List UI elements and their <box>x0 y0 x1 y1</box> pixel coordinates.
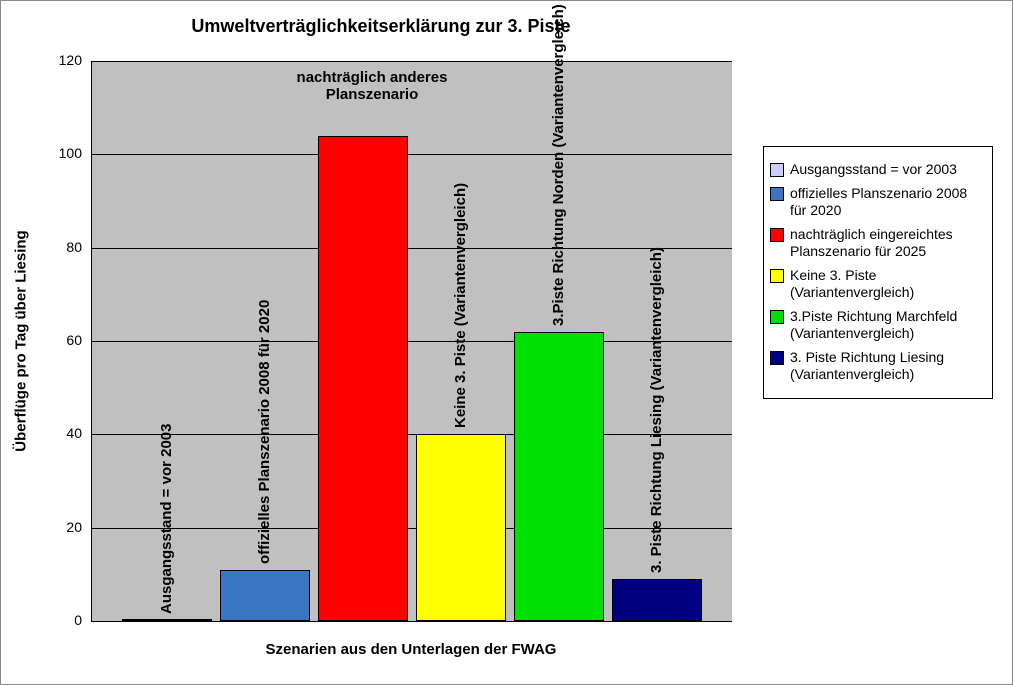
bar <box>416 434 506 621</box>
gridline <box>92 61 732 62</box>
bar-label: Ausgangsstand = vor 2003 <box>158 424 175 615</box>
ytick-label: 20 <box>42 519 82 535</box>
bar-label: 3.Piste Richtung Norden (Variantenvergle… <box>550 4 567 326</box>
legend-swatch <box>770 351 784 365</box>
legend-swatch <box>770 163 784 177</box>
legend-item: 3. Piste Richtung Liesing (Variantenverg… <box>770 349 986 384</box>
legend-item: offizielles Planszenario 2008 für 2020 <box>770 185 986 220</box>
legend-swatch <box>770 228 784 242</box>
legend-item: Ausgangsstand = vor 2003 <box>770 161 986 179</box>
ytick-label: 60 <box>42 332 82 348</box>
y-axis-label: Überflüge pro Tag über Liesing <box>13 230 30 451</box>
legend-label: offizielles Planszenario 2008 für 2020 <box>790 185 986 220</box>
legend-item: nachträglich eingereichtes Planszenario … <box>770 226 986 261</box>
bar <box>318 136 408 621</box>
gridline <box>92 341 732 342</box>
chart-title: Umweltverträglichkeitserklärung zur 3. P… <box>1 16 761 37</box>
legend-swatch <box>770 310 784 324</box>
legend: Ausgangsstand = vor 2003 offizielles Plan… <box>763 146 993 399</box>
annotation-line1: nachträglich anderes <box>242 69 502 86</box>
legend-swatch <box>770 187 784 201</box>
legend-item: 3.Piste Richtung Marchfeld (Variantenver… <box>770 308 986 343</box>
bar <box>612 579 702 621</box>
ytick-label: 120 <box>42 52 82 68</box>
ytick-label: 0 <box>42 612 82 628</box>
legend-label: 3.Piste Richtung Marchfeld (Variantenver… <box>790 308 986 343</box>
bar-label: 3. Piste Richtung Liesing (Variantenverg… <box>648 247 665 573</box>
gridline <box>92 248 732 249</box>
ytick-label: 40 <box>42 425 82 441</box>
legend-label: Ausgangsstand = vor 2003 <box>790 161 957 179</box>
annotation-line2: Planszenario <box>242 86 502 103</box>
legend-item: Keine 3. Piste (Variantenvergleich) <box>770 267 986 302</box>
bar <box>220 570 310 621</box>
gridline <box>92 528 732 529</box>
gridline <box>92 154 732 155</box>
legend-label: nachträglich eingereichtes Planszenario … <box>790 226 986 261</box>
gridline <box>92 434 732 435</box>
bar-label: Keine 3. Piste (Variantenvergleich) <box>452 183 469 428</box>
bar <box>122 619 212 621</box>
legend-swatch <box>770 269 784 283</box>
plot-area: nachträglich anderes Planszenario Ausgan… <box>91 61 732 622</box>
bar <box>514 332 604 621</box>
x-axis-label: Szenarien aus den Unterlagen der FWAG <box>91 641 731 658</box>
chart-annotation: nachträglich anderes Planszenario <box>242 69 502 103</box>
bar-label: offizielles Planszenario 2008 für 2020 <box>256 299 273 563</box>
legend-label: 3. Piste Richtung Liesing (Variantenverg… <box>790 349 986 384</box>
ytick-label: 80 <box>42 239 82 255</box>
chart-container: Umweltverträglichkeitserklärung zur 3. P… <box>0 0 1013 685</box>
legend-label: Keine 3. Piste (Variantenvergleich) <box>790 267 986 302</box>
ytick-label: 100 <box>42 145 82 161</box>
